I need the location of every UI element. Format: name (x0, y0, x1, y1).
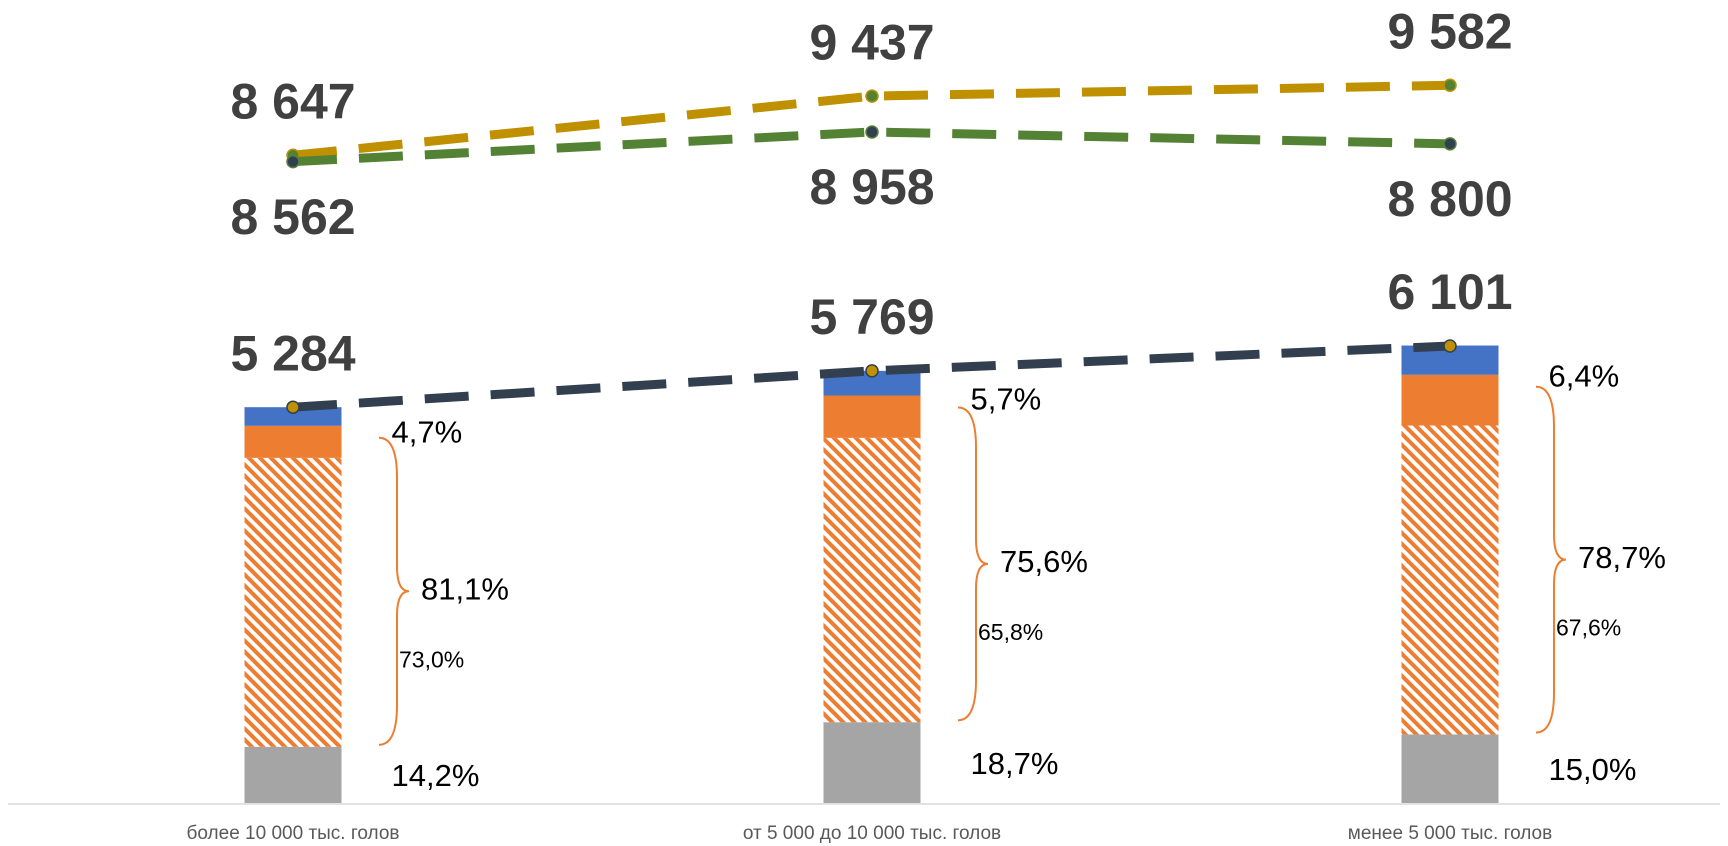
brace (378, 436, 410, 746)
line-value-label: 6 101 (1387, 264, 1512, 320)
line (292, 341, 1451, 412)
bar-value-label: 14,2% (392, 758, 480, 793)
line-value-label: 9 437 (809, 14, 934, 70)
line-marker (1443, 78, 1457, 92)
bar-segment (823, 437, 921, 723)
bar-segment (823, 395, 921, 438)
line-marker (865, 89, 879, 103)
line-marker (286, 400, 300, 414)
line-value-label: 9 582 (1387, 3, 1512, 59)
group-label: 78,7% (1578, 540, 1666, 575)
bar-segment (244, 746, 342, 803)
line-value-label: 5 284 (230, 325, 355, 381)
line-value-label: 8 958 (809, 159, 934, 215)
line-marker (1443, 339, 1457, 353)
line-marker (286, 154, 300, 169)
bar-value-label: 5,7% (971, 381, 1042, 416)
bar-segment (1401, 425, 1499, 735)
bar-segment (823, 722, 921, 803)
bar-segment (244, 407, 342, 426)
x-tick-label: более 10 000 тыс. голов (187, 823, 400, 844)
line (292, 80, 1451, 160)
group-label: 81,1% (421, 571, 509, 606)
brace (1535, 385, 1567, 734)
bar-value-label: 4,7% (392, 415, 463, 450)
line-value-label: 5 769 (809, 289, 934, 345)
x-tick-label: от 5 000 до 10 000 тыс. голов (743, 823, 1001, 844)
line-value-label: 8 800 (1387, 171, 1512, 227)
x-tick-label: менее 5 000 тыс. голов (1348, 823, 1552, 844)
bar-segment (244, 425, 342, 458)
line-value-label: 8 647 (230, 73, 355, 129)
bar-value-label: 73,0% (399, 646, 464, 672)
group-label: 75,6% (1000, 544, 1088, 579)
bar-segment (244, 457, 342, 747)
bar-segment (1401, 374, 1499, 426)
bar-segment (1401, 734, 1499, 803)
line-marker (865, 125, 879, 139)
bar-value-label: 65,8% (978, 619, 1043, 645)
line-marker (1443, 137, 1457, 151)
bar-value-label: 6,4% (1549, 358, 1620, 393)
line-marker (865, 364, 879, 378)
bar-value-label: 67,6% (1556, 615, 1621, 641)
bar-value-label: 15,0% (1549, 752, 1637, 787)
bar-value-label: 18,7% (971, 746, 1059, 781)
line-value-label: 8 562 (230, 189, 355, 245)
brace (957, 406, 989, 722)
line (292, 127, 1451, 167)
